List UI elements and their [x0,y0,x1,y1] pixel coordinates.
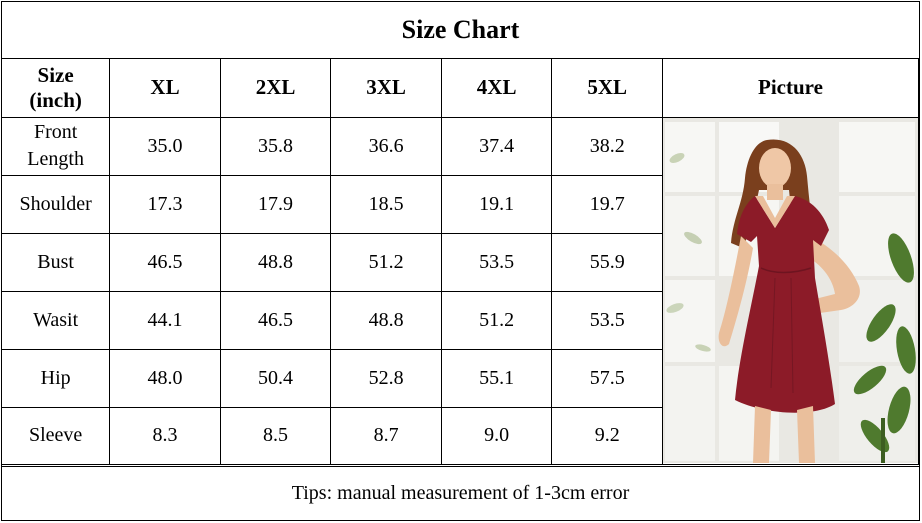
size-unit-header: Size (inch) [2,59,111,118]
cell-value: 36.6 [330,116,442,176]
size-table: Size (inch) XL 2XL 3XL 4XL 5XL Picture F… [2,59,920,465]
cell-value: 19.7 [551,174,663,234]
size-header-5xl: 5XL [551,59,663,118]
cell-value: 48.8 [219,232,332,292]
product-picture-cell [661,116,920,465]
header-row: Size (inch) XL 2XL 3XL 4XL 5XL Picture [2,59,920,118]
measurement-tip: Tips: manual measurement of 1-3cm error [2,466,919,520]
row-label-sleeve: Sleeve [2,406,111,465]
model-in-dress-image [662,118,918,463]
cell-value: 8.7 [330,406,442,465]
cell-value: 46.5 [109,232,221,292]
table-row: Wasit 44.1 46.5 48.8 51.2 53.5 [2,290,919,350]
row-label-line: Length [27,148,84,170]
table-row: Front Length 35.0 35.8 36.6 37.4 38.2 [2,116,920,465]
cell-value: 8.5 [219,406,332,465]
size-header-xl: XL [109,59,221,118]
chart-title: Size Chart [2,2,919,59]
cell-value: 57.5 [551,348,663,408]
cell-value: 9.0 [440,406,553,465]
size-header-2xl: 2XL [219,59,332,118]
cell-value: 35.0 [109,116,221,176]
product-photo [662,118,918,463]
row-label-line: Front [33,121,78,143]
cell-value: 55.9 [551,232,663,292]
cell-value: 18.5 [330,174,442,234]
cell-value: 46.5 [219,290,332,350]
row-label-bust: Bust [2,232,111,292]
cell-value: 52.8 [330,348,442,408]
table-row: Hip 48.0 50.4 52.8 55.1 57.5 [2,348,919,408]
cell-value: 48.0 [109,348,221,408]
cell-value: 37.4 [440,116,553,176]
cell-value: 35.8 [219,116,332,176]
table-row: Sleeve 8.3 8.5 8.7 9.0 9.2 [2,406,919,465]
row-label-front-length: Front Length [2,116,111,176]
row-label-hip: Hip [2,348,111,408]
cell-value: 19.1 [440,174,553,234]
cell-value: 51.2 [330,232,442,292]
unit-label: (inch) [29,87,82,112]
table-row: Bust 46.5 48.8 51.2 53.5 55.9 [2,232,919,292]
size-header-3xl: 3XL [330,59,442,118]
row-label-shoulder: Shoulder [2,174,111,234]
size-label: Size [37,62,74,87]
cell-value: 53.5 [440,232,553,292]
row-label-wasit: Wasit [2,290,111,350]
cell-value: 17.3 [109,174,221,234]
size-header-4xl: 4XL [440,59,553,118]
cell-value: 53.5 [551,290,663,350]
cell-value: 17.9 [219,174,332,234]
table-row: Shoulder 17.3 17.9 18.5 19.1 19.7 [2,174,919,234]
cell-value: 51.2 [440,290,553,350]
cell-value: 44.1 [109,290,221,350]
cell-value: 9.2 [551,406,663,465]
picture-header: Picture [661,59,920,118]
cell-value: 38.2 [551,116,663,176]
cell-value: 8.3 [109,406,221,465]
cell-value: 55.1 [440,348,553,408]
cell-value: 50.4 [219,348,332,408]
cell-value: 48.8 [330,290,442,350]
